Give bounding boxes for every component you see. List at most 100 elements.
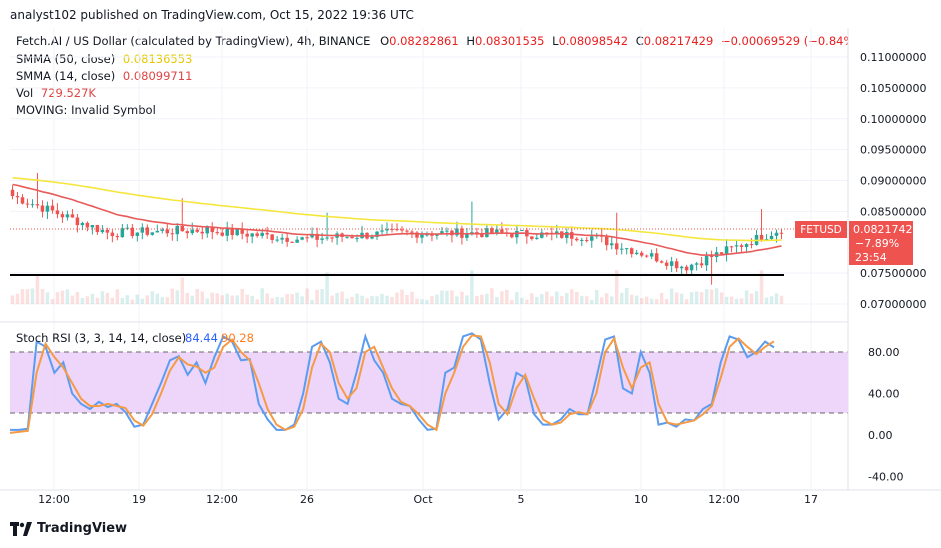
volume-bar (410, 291, 414, 304)
volume-bar (530, 293, 534, 304)
candle-body (684, 266, 689, 271)
candle-body (585, 239, 589, 241)
volume-bar (20, 289, 25, 304)
low-label: L (552, 34, 559, 48)
time-tick-label: 5 (518, 493, 525, 506)
volume-bar (565, 293, 569, 304)
volume-bar (265, 293, 269, 304)
volume-bar (415, 298, 419, 304)
volume-bar (10, 295, 15, 304)
volume-bar (689, 292, 694, 304)
candle-body (689, 264, 694, 271)
candle-body (270, 234, 274, 240)
volume-bar (355, 293, 359, 304)
volume-bar (639, 298, 644, 304)
volume-bar (105, 292, 110, 304)
volume-bar (545, 291, 549, 304)
time-tick-label: Oct (413, 493, 433, 506)
volume-bar (694, 291, 699, 304)
volume-bar (624, 288, 629, 304)
volume-bar (614, 269, 619, 304)
volume-bar (375, 296, 379, 304)
candle-body (240, 229, 244, 234)
volume-bar (300, 296, 304, 304)
volume-bar (315, 289, 319, 304)
volume-bar (580, 295, 584, 304)
volume-bar (560, 296, 564, 304)
candle-body (170, 233, 175, 235)
candle-body (654, 253, 659, 262)
price-axis-ticks: 0.11000000 0.10500000 0.10000000 0.09500000… (860, 51, 926, 311)
volume-bar (555, 291, 559, 304)
volume-bar (674, 292, 679, 304)
candle-body (55, 210, 60, 215)
price-tick-label: 0.11000000 (860, 51, 926, 64)
time-tick-label: 19 (132, 493, 146, 506)
volume-bar (165, 297, 170, 304)
price-tag-box (849, 221, 913, 265)
volume-bar (525, 299, 529, 304)
candle-body (185, 231, 190, 234)
volume-bar (125, 295, 130, 304)
candle-body (20, 197, 25, 204)
volume-bar (535, 296, 539, 304)
candle-body (260, 232, 264, 236)
volume-bar (45, 292, 50, 304)
volume-bar (405, 294, 409, 304)
volume-bar (220, 295, 224, 304)
candle-body (669, 261, 674, 266)
volume-bar (85, 296, 90, 304)
candle-body (175, 225, 180, 235)
tradingview-logo[interactable]: TradingView (10, 521, 127, 536)
candle-body (779, 232, 784, 234)
candle-body (759, 234, 764, 241)
volume-bar (270, 298, 274, 304)
volume-bar (240, 288, 244, 304)
volume-bar (495, 297, 499, 304)
volume-bar (634, 295, 639, 304)
volume-bar (679, 293, 684, 304)
price-tick-label: 0.07500000 (860, 267, 926, 280)
symbol-title: Fetch.AI / US Dollar (calculated by Trad… (16, 34, 371, 48)
volume-bar (590, 299, 594, 304)
volume-bar (350, 296, 354, 304)
candle-body (774, 232, 779, 236)
close-value: 0.08217429 (643, 34, 714, 48)
candle-body (80, 222, 85, 226)
volume-bar (370, 296, 374, 304)
candle-body (235, 229, 239, 236)
volume-bar (210, 292, 214, 304)
volume-bar (40, 289, 45, 304)
candle-body (130, 227, 135, 236)
volume-bar (35, 274, 40, 304)
volume-bar (290, 294, 294, 304)
time-axis-ticks[interactable]: 12:00 19 12:00 26 Oct 5 10 12:00 17 (38, 493, 818, 506)
main-grid (10, 28, 848, 490)
candle-body (644, 255, 649, 257)
volume-bar (475, 295, 479, 304)
candle-body (415, 232, 419, 238)
candle-body (10, 189, 15, 197)
candle-body (490, 228, 494, 234)
legend-symbol-row: Fetch.AI / US Dollar (calculated by Trad… (16, 34, 859, 48)
volume-bar (734, 298, 739, 304)
candle-body (699, 263, 704, 266)
candle-body (200, 231, 204, 234)
volume-bar (659, 292, 664, 304)
price-tick-label: 0.07000000 (860, 298, 926, 311)
volume-bar (305, 288, 309, 304)
candle-body (520, 229, 524, 231)
candle-body (325, 237, 329, 239)
volume-bar (230, 295, 234, 304)
candle-body (150, 232, 155, 235)
volume-bar (205, 298, 209, 304)
candle-body (530, 236, 534, 239)
candle-body (400, 229, 404, 231)
candle-body (120, 228, 125, 238)
volume-bar (330, 295, 334, 304)
volume-bar (380, 293, 384, 304)
volume-bar (764, 297, 769, 304)
candle-body (749, 244, 754, 246)
volume-bar (340, 291, 344, 304)
